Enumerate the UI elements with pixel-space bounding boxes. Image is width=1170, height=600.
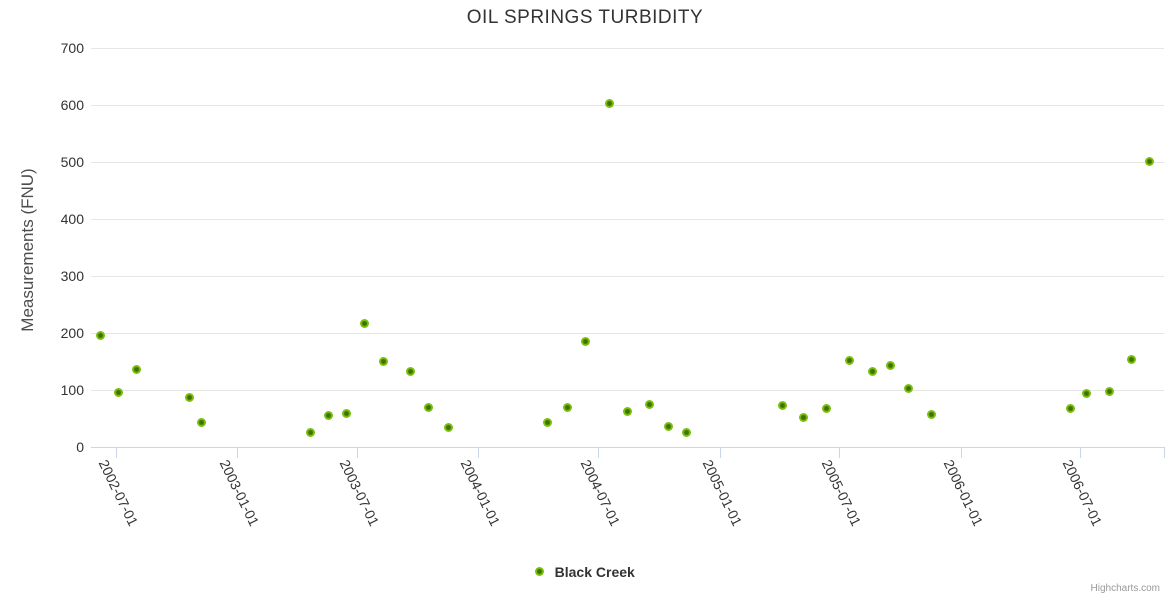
- x-axis-tick: [237, 448, 239, 458]
- y-gridline: [91, 218, 1164, 220]
- x-axis-tick: [356, 448, 358, 458]
- y-gridline: [91, 275, 1164, 277]
- legend-marker-icon: [535, 567, 545, 577]
- data-point[interactable]: [645, 399, 655, 409]
- data-point[interactable]: [96, 331, 106, 341]
- data-point[interactable]: [562, 402, 572, 412]
- y-axis-tick-label: 600: [60, 96, 84, 113]
- data-point[interactable]: [196, 417, 206, 427]
- y-gridline: [91, 47, 1164, 49]
- data-point[interactable]: [605, 98, 615, 108]
- x-axis-tick-label: 2004-07-01: [578, 457, 624, 529]
- data-point[interactable]: [185, 392, 195, 402]
- x-axis-tick-label: 2002-07-01: [95, 457, 142, 529]
- x-axis-tick-label: 2006-07-01: [1059, 457, 1106, 529]
- data-point[interactable]: [623, 407, 632, 417]
- data-point[interactable]: [341, 409, 351, 419]
- data-point[interactable]: [886, 360, 896, 370]
- data-point[interactable]: [868, 366, 878, 376]
- x-axis-tick-label: 2004-01-01: [457, 457, 504, 529]
- legend-item-black-creek[interactable]: Black Creek: [0, 563, 1170, 581]
- y-axis-tick-label: 500: [60, 153, 84, 170]
- data-point[interactable]: [1082, 389, 1092, 399]
- y-axis-tick-label: 400: [60, 210, 84, 227]
- y-gridline: [91, 389, 1164, 391]
- data-point[interactable]: [305, 428, 315, 438]
- data-point[interactable]: [904, 384, 914, 394]
- data-point[interactable]: [1066, 403, 1076, 413]
- x-axis-tick: [839, 448, 841, 458]
- data-point[interactable]: [778, 401, 788, 411]
- data-point[interactable]: [443, 423, 453, 433]
- data-point[interactable]: [114, 388, 124, 398]
- x-axis-end-tick: [1164, 448, 1165, 458]
- data-point[interactable]: [543, 417, 553, 427]
- x-axis-tick: [598, 448, 600, 458]
- data-point[interactable]: [1144, 157, 1154, 167]
- data-point[interactable]: [378, 356, 388, 366]
- y-axis-tick-label: 300: [60, 267, 84, 284]
- data-point[interactable]: [663, 421, 673, 431]
- x-axis-tick: [478, 448, 480, 458]
- x-axis-tick-label: 2003-07-01: [336, 457, 383, 529]
- x-axis-tick-label: 2003-01-01: [217, 457, 263, 529]
- y-gridline: [91, 332, 1164, 334]
- y-axis-tick-label: 0: [76, 439, 84, 455]
- data-point[interactable]: [405, 367, 415, 377]
- x-axis-line: [91, 447, 1165, 448]
- x-axis-tick-label: 2005-01-01: [699, 457, 746, 529]
- y-gridline: [91, 104, 1164, 106]
- x-axis-tick: [1080, 448, 1082, 458]
- y-axis-tick-label: 100: [60, 381, 84, 398]
- y-axis-tick-label: 200: [60, 324, 84, 341]
- data-point[interactable]: [580, 337, 590, 347]
- data-point[interactable]: [1127, 355, 1137, 365]
- data-point[interactable]: [844, 355, 854, 365]
- highcharts-credit-link[interactable]: Highcharts.com: [1090, 583, 1160, 594]
- x-axis-tick: [960, 448, 962, 458]
- x-axis-tick: [116, 448, 118, 458]
- data-point[interactable]: [132, 364, 142, 374]
- y-gridline: [91, 161, 1164, 163]
- data-point[interactable]: [927, 409, 937, 419]
- chart-title: OIL SPRINGS TURBIDITY: [466, 7, 704, 28]
- data-point[interactable]: [821, 403, 831, 413]
- x-axis-tick-label: 2006-01-01: [940, 457, 987, 529]
- x-axis-tick-label: 2005-07-01: [818, 457, 865, 529]
- x-axis-tick: [719, 448, 721, 458]
- legend-label: Black Creek: [554, 563, 635, 580]
- data-point[interactable]: [682, 428, 692, 438]
- data-point[interactable]: [799, 413, 809, 423]
- data-point[interactable]: [424, 402, 434, 412]
- data-point[interactable]: [324, 410, 334, 420]
- data-point[interactable]: [360, 319, 370, 329]
- data-point[interactable]: [1104, 387, 1114, 397]
- y-axis-tick-label: 700: [60, 39, 84, 56]
